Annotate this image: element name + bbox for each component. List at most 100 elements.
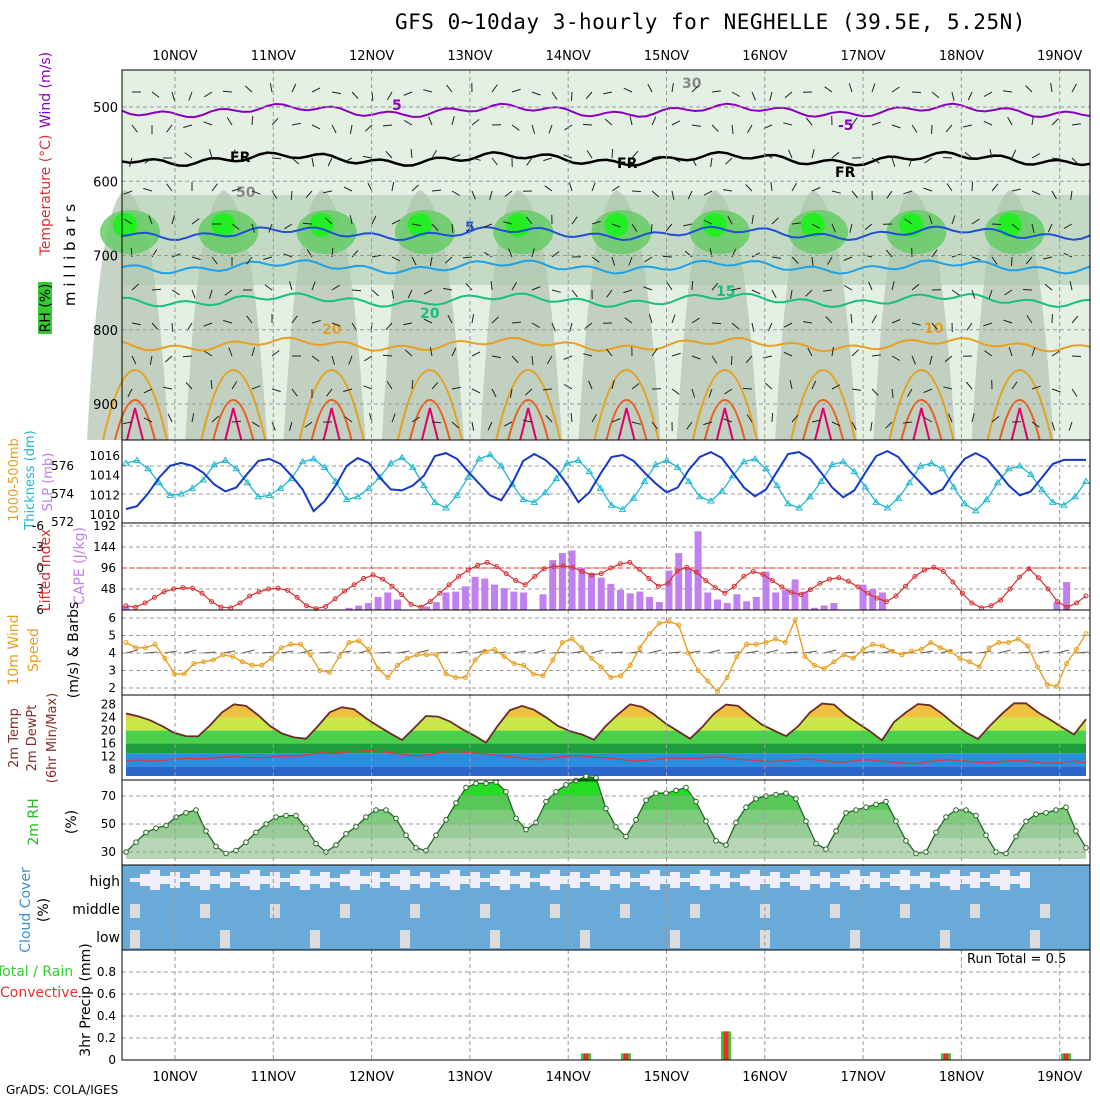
cloud-cell-high — [870, 872, 880, 888]
wind-speed-marker — [336, 654, 342, 659]
wind-barb — [471, 157, 481, 161]
precip-tick-label: 0.2 — [97, 1031, 116, 1045]
wind-barb — [471, 388, 481, 394]
wind-barb — [1011, 381, 1018, 390]
wind-barb — [131, 124, 138, 133]
thickness-marker — [563, 459, 572, 466]
precip-bar-convective — [623, 1053, 629, 1060]
wind-speed-marker — [346, 640, 352, 645]
rh-marker — [753, 796, 759, 802]
slp-tick-label: 1016 — [89, 449, 120, 463]
wind-barb — [511, 355, 519, 363]
wind-barb — [446, 84, 453, 93]
wind-barb — [631, 190, 642, 193]
wind-barb — [727, 215, 733, 225]
lifted-index-marker — [494, 564, 500, 570]
wind-barb-10m — [998, 649, 1011, 654]
lifted-index-marker — [551, 564, 557, 570]
wind-barb — [302, 222, 313, 225]
wind-speed-marker — [123, 640, 129, 645]
wind-barb-10m — [746, 650, 759, 654]
lifted-index-marker — [361, 576, 367, 581]
cape-bar — [820, 605, 828, 610]
wind-speed-marker — [482, 648, 488, 654]
thickness-marker — [607, 501, 616, 508]
cloud-cell-high — [950, 870, 960, 890]
lifted-index-marker — [665, 580, 671, 586]
rh-marker — [1033, 811, 1039, 818]
lifted-index-marker — [1017, 574, 1022, 580]
wind-barb — [429, 347, 433, 357]
wind-barb — [603, 91, 613, 95]
contour-label: 20 — [420, 306, 440, 322]
isotherm-20-loop — [986, 369, 1053, 441]
wind-barb — [371, 215, 377, 225]
rh-marker — [333, 842, 339, 848]
wind-barb — [183, 124, 193, 128]
lifted-index-marker — [750, 569, 756, 574]
wind-barb-10m — [416, 649, 430, 654]
wind-barb — [348, 355, 353, 365]
wind-barb — [182, 355, 193, 358]
wind-barb — [770, 182, 773, 192]
wind-barb — [984, 350, 993, 357]
wind-barb — [691, 124, 701, 127]
wind-barb — [710, 157, 713, 167]
cloud-cell-high — [140, 874, 150, 886]
cape-bar — [568, 550, 576, 610]
isotherm-20-loop — [495, 369, 562, 441]
temperature-band — [126, 703, 1086, 705]
temp-tick-label: 12 — [101, 750, 116, 764]
lifted-index-marker — [864, 590, 870, 596]
date-tick-label: 10NOV — [152, 1070, 197, 1085]
wind-barb — [871, 83, 876, 93]
wind-barb — [703, 219, 713, 225]
wind-barb-10m — [222, 650, 236, 654]
wind-speed-marker — [996, 640, 1002, 645]
rh-marker — [273, 814, 279, 820]
thickness-marker — [850, 467, 859, 475]
wind-barb — [591, 182, 596, 192]
li-tick-label: 0 — [36, 561, 44, 575]
cloud-cell-high — [460, 876, 470, 884]
lifted-index-marker — [218, 604, 224, 610]
wind-barb — [264, 284, 273, 291]
wind-barb — [411, 184, 419, 192]
wind-barb — [871, 388, 879, 396]
lifted-index-marker — [541, 566, 547, 572]
rh-marker — [883, 798, 889, 805]
side-label: Total / Rain — [0, 964, 73, 980]
wind-barb — [904, 218, 913, 225]
wind-barb — [1051, 388, 1061, 393]
wind-barb — [991, 415, 1000, 423]
wind-speed-marker — [986, 645, 992, 651]
cloud-cell-high — [220, 872, 230, 888]
cloud-cell-high — [340, 874, 350, 886]
thickness-marker — [1004, 464, 1013, 472]
wind-barb — [184, 152, 193, 159]
wind-barb-10m — [727, 651, 740, 654]
thickness-marker — [640, 477, 649, 484]
wind-barb — [509, 388, 513, 398]
wind-barb — [683, 223, 693, 227]
wind-barb — [283, 253, 293, 258]
wind-barb — [851, 190, 859, 199]
wind-barb — [945, 124, 953, 133]
wind-barb — [891, 319, 901, 324]
wind-barb — [391, 182, 395, 192]
wind-barb — [143, 417, 153, 423]
wind-speed-marker — [259, 662, 265, 668]
wind-barb — [783, 322, 793, 328]
date-tick-label: 13NOV — [447, 49, 492, 64]
side-label: Lifted Index — [38, 529, 54, 611]
wind-barb — [571, 289, 578, 298]
slp-tick-label: 1014 — [89, 469, 120, 483]
wind-barb — [327, 157, 333, 167]
wind-barb — [411, 256, 417, 266]
wind-barb-10m — [164, 650, 177, 654]
wind-barb-10m — [1076, 651, 1089, 654]
wind-barb — [363, 155, 373, 159]
thickness-marker — [662, 456, 671, 463]
rh-marker — [553, 789, 559, 795]
wind-barb — [708, 388, 713, 398]
